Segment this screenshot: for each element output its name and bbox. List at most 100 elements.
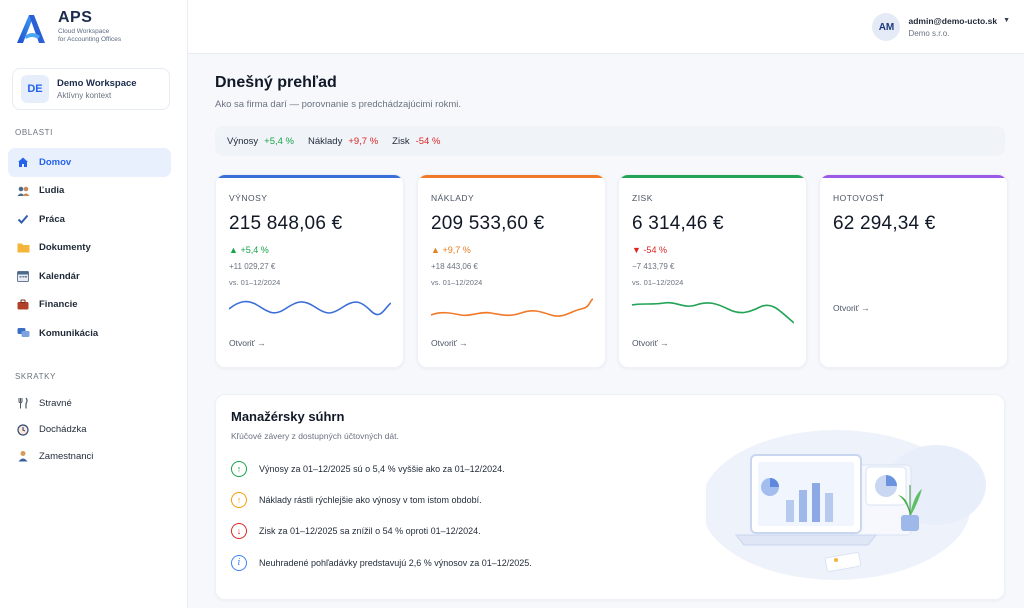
triangle-down-icon: ▼	[632, 245, 641, 255]
card-open-link[interactable]: Otvoriť →	[833, 303, 870, 313]
triangle-up-icon: ▲	[431, 245, 440, 255]
arrow-down-icon: ↓	[231, 523, 247, 539]
card-comparison: vs. 01–12/2024	[632, 278, 684, 287]
card-accent-bar	[820, 175, 1007, 178]
summary-point: ↑ Výnosy za 01–12/2025 sú o 5,4 % vyššie…	[231, 461, 505, 477]
manager-summary: Manažérsky súhrn Kľúčové závery z dostup…	[215, 394, 1005, 600]
summary-revenue-label: Výnosy	[227, 135, 259, 147]
summary-profit-value: -54 %	[415, 135, 441, 147]
chevron-down-icon: ▼	[1003, 17, 1010, 24]
card-comparison: vs. 01–12/2024	[229, 278, 281, 287]
summary-point-text: Výnosy za 01–12/2025 sú o 5,4 % vyššie a…	[259, 464, 505, 474]
summary-point: i Neuhradené pohľadávky predstavujú 2,6 …	[231, 555, 532, 571]
summary-point: ↑ Náklady rástli rýchlejšie ako výnosy v…	[231, 492, 482, 508]
workspace-badge: DE	[21, 75, 49, 103]
card-change-value: -54 %	[643, 245, 667, 255]
sidebar-item-dochadzka[interactable]: Dochádzka	[8, 417, 171, 444]
people-icon	[16, 184, 30, 198]
card-title: ZISK	[632, 193, 653, 203]
brand-tagline-2: for Accounting Offices	[58, 36, 122, 43]
card-change: ▲ +5,4 %	[229, 245, 269, 255]
info-icon: i	[231, 555, 247, 571]
workspace-subtitle: Aktívny kontext	[57, 91, 112, 100]
clock-icon	[16, 423, 30, 437]
card-abs-change: −7 413,79 €	[632, 262, 675, 271]
avatar: AM	[872, 13, 901, 41]
sidebar-item-domov[interactable]: Domov	[8, 148, 171, 177]
sidebar-item-label: Komunikácia	[39, 327, 99, 339]
card-open-link[interactable]: Otvoriť →	[431, 338, 468, 348]
sidebar-item-financie[interactable]: Financie	[8, 291, 171, 320]
sparkline-costs	[431, 298, 593, 317]
sidebar-item-praca[interactable]: Práca	[8, 205, 171, 234]
sidebar-item-stravne[interactable]: Stravné	[8, 390, 171, 417]
kpi-card-profit[interactable]: ZISK 6 314,46 € ▼ -54 % −7 413,79 € vs. …	[618, 174, 807, 368]
card-value: 215 848,06 €	[229, 213, 343, 234]
card-accent-bar	[619, 175, 806, 178]
summary-point: ↓ Zisk za 01–12/2025 sa znížil o 54 % op…	[231, 523, 481, 539]
summary-point-text: Neuhradené pohľadávky predstavujú 2,6 % …	[259, 558, 532, 568]
user-email: admin@demo-ucto.sk	[908, 16, 998, 26]
sparkline-profit	[632, 301, 794, 324]
card-open-link[interactable]: Otvoriť →	[632, 338, 669, 348]
summary-costs-value: +9,7 %	[348, 135, 379, 147]
shortcuts-nav: Stravné Dochádzka Zamestnanci	[8, 390, 171, 470]
sidebar-item-komunikacia[interactable]: Komunikácia	[8, 319, 171, 348]
summary-costs-label: Náklady	[308, 135, 343, 147]
summary-strip: Výnosy +5,4 % Náklady +9,7 % Zisk -54 %	[215, 126, 1005, 156]
card-comparison: vs. 01–12/2024	[431, 278, 483, 287]
manager-summary-subtitle: Kľúčové závery z dostupných účtovných dá…	[231, 431, 399, 441]
card-change-value: +5,4 %	[240, 245, 269, 255]
kpi-card-costs[interactable]: NÁKLADY 209 533,60 € ▲ +9,7 % +18 443,06…	[417, 174, 606, 368]
sidebar-item-label: Dochádzka	[39, 424, 87, 436]
card-accent-bar	[418, 175, 605, 178]
section-label-areas: OBLASTI	[15, 128, 53, 137]
sidebar-item-zamestnanci[interactable]: Zamestnanci	[8, 443, 171, 470]
summary-point-text: Náklady rástli rýchlejšie ako výnosy v t…	[259, 495, 482, 505]
sidebar-item-ludia[interactable]: Ľudia	[8, 177, 171, 206]
card-title: VÝNOSY	[229, 193, 268, 203]
brand[interactable]: APS Cloud Workspace for Accounting Offic…	[14, 10, 121, 46]
page-title: Dnešný prehľad	[215, 74, 337, 91]
brand-tagline-1: Cloud Workspace	[58, 28, 110, 35]
card-value: 209 533,60 €	[431, 213, 545, 234]
arrow-up-icon: ↑	[231, 492, 247, 508]
calendar-icon	[16, 269, 30, 283]
workspace-name: Demo Workspace	[57, 78, 137, 89]
sidebar-item-dokumenty[interactable]: Dokumenty	[8, 234, 171, 263]
sidebar-item-label: Kalendár	[39, 270, 80, 282]
kpi-card-cash[interactable]: HOTOVOSŤ 62 294,34 € Otvoriť →	[819, 174, 1008, 368]
card-title: HOTOVOSŤ	[833, 193, 885, 203]
user-menu[interactable]: AM admin@demo-ucto.sk Demo s.r.o. ▼	[872, 13, 1010, 41]
card-value: 6 314,46 €	[632, 213, 724, 234]
manager-summary-title: Manažérsky súhrn	[231, 409, 345, 424]
summary-point-text: Zisk za 01–12/2025 sa znížil o 54 % opro…	[259, 526, 481, 536]
sidebar-item-label: Stravné	[39, 397, 72, 409]
summary-profit-label: Zisk	[392, 135, 410, 147]
card-value: 62 294,34 €	[833, 213, 936, 234]
brand-name: APS	[58, 9, 93, 26]
card-abs-change: +18 443,06 €	[431, 262, 478, 271]
sidebar-item-label: Ľudia	[39, 185, 65, 197]
user-org: Demo s.r.o.	[908, 29, 950, 38]
check-icon	[16, 212, 30, 226]
briefcase-icon	[16, 298, 30, 312]
sidebar-item-kalendar[interactable]: Kalendár	[8, 262, 171, 291]
chat-icon	[16, 326, 30, 340]
workspace-switcher[interactable]: DE Demo Workspace Aktívny kontext	[12, 68, 170, 110]
sparkline-revenue	[229, 300, 391, 316]
kpi-card-revenue[interactable]: VÝNOSY 215 848,06 € ▲ +5,4 % +11 029,27 …	[215, 174, 404, 368]
top-bar: AM admin@demo-ucto.sk Demo s.r.o. ▼	[188, 0, 1024, 54]
summary-revenue: Výnosy +5,4 %	[227, 136, 294, 147]
section-label-shortcuts: SKRATKY	[15, 372, 56, 381]
card-abs-change: +11 029,27 €	[229, 262, 276, 271]
card-accent-bar	[216, 175, 403, 178]
triangle-up-icon: ▲	[229, 245, 238, 255]
summary-profit: Zisk -54 %	[392, 136, 440, 147]
card-open-link[interactable]: Otvoriť →	[229, 338, 266, 348]
card-change: ▲ +9,7 %	[431, 245, 471, 255]
summary-revenue-value: +5,4 %	[264, 135, 294, 147]
laptop-chart-illustration	[706, 430, 986, 580]
card-title: NÁKLADY	[431, 193, 475, 203]
fork-knife-icon	[16, 396, 30, 410]
